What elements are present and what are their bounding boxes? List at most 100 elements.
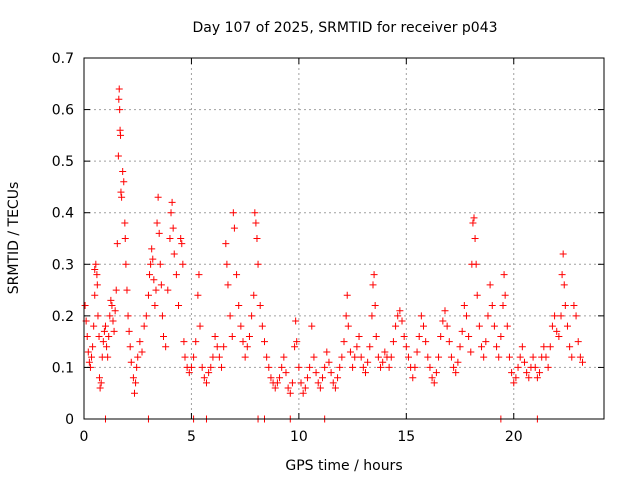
data-point	[132, 379, 140, 387]
data-point	[292, 317, 300, 325]
data-point	[229, 209, 237, 217]
data-point	[90, 322, 98, 330]
data-point	[379, 358, 387, 366]
data-point	[228, 332, 236, 340]
data-point	[237, 322, 245, 330]
data-point	[402, 343, 410, 351]
data-point	[138, 348, 146, 356]
data-point	[437, 332, 445, 340]
data-point	[147, 260, 155, 268]
data-point	[495, 353, 503, 361]
data-point	[572, 312, 580, 320]
data-point	[172, 271, 180, 279]
data-point	[166, 235, 174, 242]
data-point	[480, 353, 488, 361]
data-point	[546, 343, 554, 351]
data-point	[411, 363, 419, 371]
data-point	[195, 271, 203, 279]
data-point	[579, 358, 587, 366]
data-point	[361, 369, 369, 377]
data-point	[357, 353, 365, 361]
y-axis-label: SRMTID / TECUs	[6, 182, 22, 295]
data-point	[344, 322, 352, 330]
data-point	[536, 369, 544, 377]
data-point	[109, 317, 117, 325]
data-point	[164, 286, 172, 294]
data-point	[286, 389, 294, 397]
data-point	[250, 291, 258, 299]
data-point	[273, 379, 281, 387]
data-point	[576, 353, 584, 361]
data-point	[91, 291, 99, 299]
data-point	[396, 307, 404, 315]
data-point	[224, 281, 232, 289]
y-tick-label: 0.5	[52, 154, 74, 170]
data-point	[488, 302, 496, 310]
data-point	[218, 363, 226, 371]
data-point	[248, 312, 256, 320]
data-point	[548, 322, 556, 330]
data-point	[226, 312, 234, 320]
data-point	[94, 312, 102, 320]
data-point	[252, 219, 260, 227]
data-point	[493, 343, 501, 351]
data-point	[303, 374, 311, 382]
data-point	[108, 302, 116, 310]
data-point	[544, 363, 552, 371]
data-point	[560, 281, 568, 289]
data-point	[260, 338, 268, 346]
data-point	[417, 312, 425, 320]
data-point	[149, 255, 157, 263]
data-point	[106, 312, 114, 320]
data-point	[156, 260, 164, 268]
data-point	[100, 327, 108, 335]
data-point	[179, 260, 187, 268]
data-point	[223, 260, 231, 268]
data-point	[500, 271, 508, 279]
data-point	[144, 291, 152, 299]
data-point	[175, 302, 183, 310]
data-point	[398, 317, 406, 325]
data-point	[129, 374, 137, 382]
data-point	[456, 343, 464, 351]
data-point	[105, 332, 113, 340]
data-point	[93, 281, 101, 289]
data-point	[170, 250, 178, 258]
data-point	[555, 332, 563, 340]
data-point	[150, 276, 158, 284]
data-point	[158, 312, 166, 320]
data-point	[288, 379, 296, 387]
data-point	[118, 193, 126, 201]
data-point	[265, 363, 273, 371]
data-point	[101, 322, 109, 330]
data-point	[155, 229, 163, 237]
data-point	[338, 353, 346, 361]
data-point	[404, 353, 412, 361]
y-tick-label: 0.3	[52, 257, 74, 273]
data-point	[353, 343, 361, 351]
data-point	[533, 374, 541, 382]
data-point	[520, 358, 528, 366]
data-point	[475, 322, 483, 330]
data-point	[364, 358, 372, 366]
data-point	[196, 322, 204, 330]
data-point	[551, 312, 559, 320]
data-point	[142, 312, 150, 320]
data-point	[121, 219, 129, 227]
data-point	[297, 379, 305, 387]
y-tick-label: 0.2	[52, 309, 74, 325]
data-point	[508, 369, 516, 377]
data-point	[152, 286, 160, 294]
data-point	[529, 353, 537, 361]
data-point	[331, 384, 339, 392]
data-point	[420, 322, 428, 330]
data-point	[462, 312, 470, 320]
data-point	[371, 302, 379, 310]
data-point	[430, 379, 438, 387]
data-point	[235, 302, 243, 310]
data-point	[190, 353, 198, 361]
data-point	[369, 281, 377, 289]
data-point	[501, 291, 509, 299]
data-point	[424, 353, 432, 361]
data-point	[531, 363, 539, 371]
